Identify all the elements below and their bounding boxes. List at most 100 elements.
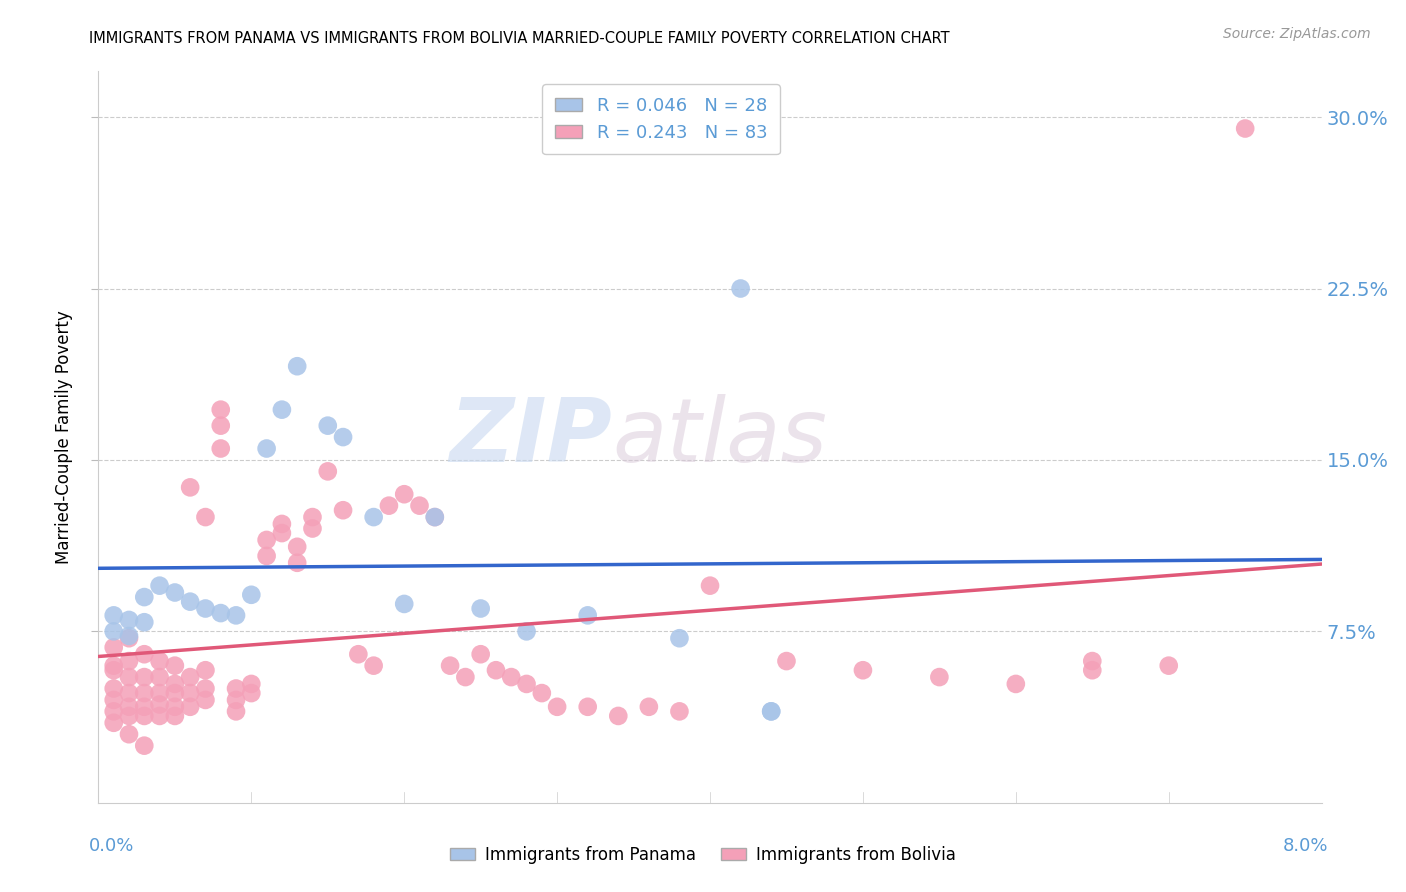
Point xyxy=(209,442,232,456)
Point xyxy=(163,686,186,700)
Point xyxy=(103,608,125,623)
Point xyxy=(1081,663,1104,677)
Point xyxy=(103,705,125,719)
Point xyxy=(194,510,217,524)
Point xyxy=(103,663,125,677)
Point xyxy=(134,615,156,630)
Point xyxy=(134,709,156,723)
Point xyxy=(163,658,186,673)
Point xyxy=(103,715,125,730)
Point xyxy=(225,693,247,707)
Text: 8.0%: 8.0% xyxy=(1284,837,1329,855)
Point xyxy=(118,709,141,723)
Point xyxy=(699,579,721,593)
Point xyxy=(1234,121,1257,136)
Text: IMMIGRANTS FROM PANAMA VS IMMIGRANTS FROM BOLIVIA MARRIED-COUPLE FAMILY POVERTY : IMMIGRANTS FROM PANAMA VS IMMIGRANTS FRO… xyxy=(89,31,949,46)
Point xyxy=(134,699,156,714)
Point xyxy=(332,430,354,444)
Point xyxy=(439,658,461,673)
Point xyxy=(347,647,370,661)
Point xyxy=(149,698,172,712)
Point xyxy=(134,670,156,684)
Point xyxy=(285,556,308,570)
Point xyxy=(240,686,263,700)
Point xyxy=(576,608,599,623)
Point xyxy=(118,699,141,714)
Point xyxy=(470,601,492,615)
Point xyxy=(516,677,538,691)
Point xyxy=(256,533,278,547)
Point xyxy=(852,663,875,677)
Point xyxy=(301,521,323,535)
Point xyxy=(607,709,630,723)
Point xyxy=(179,686,201,700)
Point xyxy=(118,654,141,668)
Point xyxy=(134,590,156,604)
Y-axis label: Married-Couple Family Poverty: Married-Couple Family Poverty xyxy=(55,310,73,564)
Point xyxy=(118,686,141,700)
Legend: Immigrants from Panama, Immigrants from Bolivia: Immigrants from Panama, Immigrants from … xyxy=(443,839,963,871)
Point xyxy=(225,705,247,719)
Point xyxy=(668,632,690,646)
Point xyxy=(103,693,125,707)
Point xyxy=(316,418,339,433)
Point xyxy=(423,510,446,524)
Point xyxy=(118,632,141,646)
Point xyxy=(1004,677,1026,691)
Point xyxy=(759,705,782,719)
Point xyxy=(285,359,308,374)
Point xyxy=(730,281,752,295)
Point xyxy=(392,487,416,501)
Point xyxy=(194,601,217,615)
Point xyxy=(194,693,217,707)
Point xyxy=(149,579,172,593)
Point xyxy=(179,670,201,684)
Point xyxy=(270,402,294,417)
Point xyxy=(179,699,201,714)
Point xyxy=(118,613,141,627)
Point xyxy=(103,640,125,655)
Point xyxy=(301,510,323,524)
Point xyxy=(408,499,430,513)
Point xyxy=(209,418,232,433)
Point xyxy=(392,597,416,611)
Point xyxy=(1157,658,1180,673)
Point xyxy=(332,503,354,517)
Point xyxy=(225,608,247,623)
Text: Source: ZipAtlas.com: Source: ZipAtlas.com xyxy=(1223,27,1371,41)
Point xyxy=(1081,654,1104,668)
Point xyxy=(134,647,156,661)
Point xyxy=(423,510,446,524)
Text: 0.0%: 0.0% xyxy=(89,837,134,855)
Point xyxy=(256,549,278,563)
Point xyxy=(194,681,217,696)
Point xyxy=(576,699,599,714)
Point xyxy=(134,686,156,700)
Point xyxy=(928,670,950,684)
Point xyxy=(485,663,508,677)
Point xyxy=(163,699,186,714)
Point xyxy=(501,670,523,684)
Legend: R = 0.046   N = 28, R = 0.243   N = 83: R = 0.046 N = 28, R = 0.243 N = 83 xyxy=(543,84,780,154)
Point xyxy=(516,624,538,639)
Point xyxy=(240,588,263,602)
Point xyxy=(103,681,125,696)
Point xyxy=(118,629,141,643)
Text: ZIP: ZIP xyxy=(450,393,612,481)
Point xyxy=(270,516,294,531)
Point xyxy=(775,654,797,668)
Point xyxy=(163,709,186,723)
Point xyxy=(194,663,217,677)
Point xyxy=(363,510,385,524)
Point xyxy=(270,526,294,541)
Point xyxy=(149,670,172,684)
Point xyxy=(103,624,125,639)
Point xyxy=(179,595,201,609)
Point xyxy=(759,705,782,719)
Point xyxy=(530,686,553,700)
Point xyxy=(163,585,186,599)
Point xyxy=(179,480,201,494)
Point xyxy=(637,699,661,714)
Point xyxy=(285,540,308,554)
Point xyxy=(256,442,278,456)
